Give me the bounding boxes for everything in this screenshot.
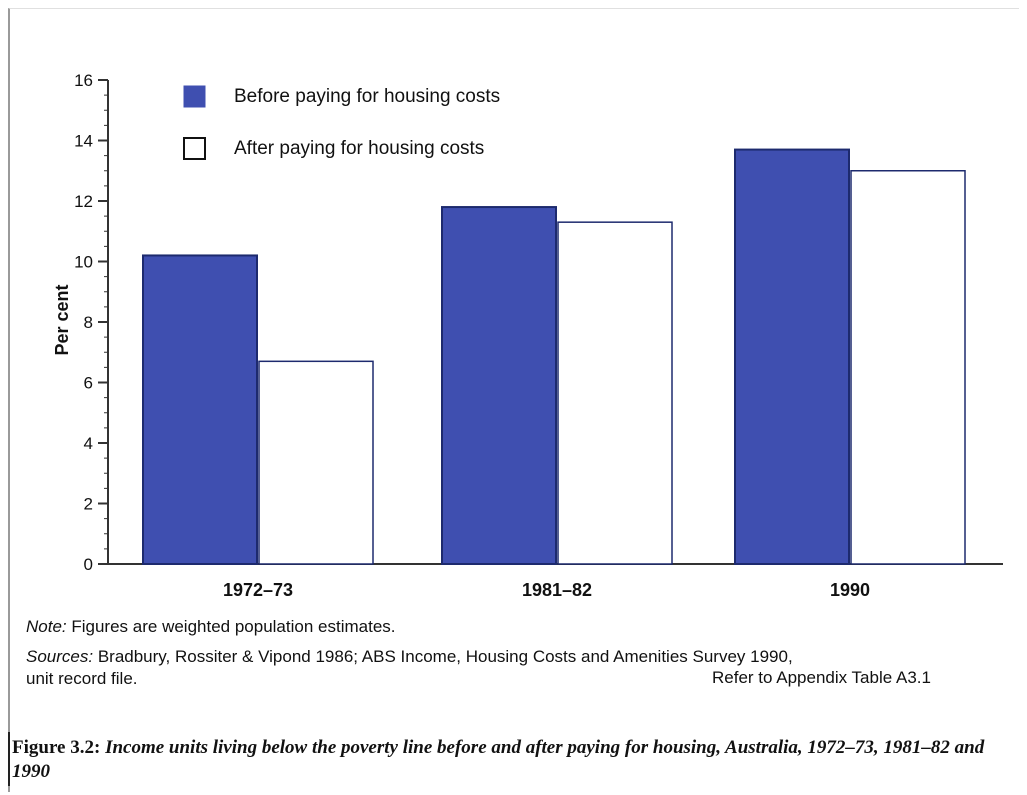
y-tick-label: 6 [84, 374, 93, 393]
y-tick-label: 12 [74, 192, 93, 211]
y-tick-label: 8 [84, 313, 93, 332]
x-tick-label: 1972–73 [223, 580, 293, 600]
bar-after-housing [850, 170, 966, 565]
y-tick-label: 14 [74, 132, 93, 151]
note-line: Note: Figures are weighted population es… [26, 616, 396, 637]
chart-bars [142, 148, 966, 566]
figure-label: Figure 3.2: [12, 737, 101, 758]
note-text: Figures are weighted population estimate… [66, 617, 396, 636]
bar-after-housing [557, 221, 673, 565]
y-tick-label: 16 [74, 71, 93, 90]
bar-after-housing [258, 360, 374, 565]
legend-label-before: Before paying for housing costs [234, 86, 500, 107]
figure-caption: Figure 3.2: Income units living below th… [12, 736, 1012, 784]
chart-legend: Before paying for housing costs After pay… [183, 85, 500, 160]
bar-before-housing [734, 148, 850, 565]
y-axis-label: Per cent [52, 284, 72, 355]
bar-before-housing [441, 206, 557, 566]
note-label: Note: [26, 617, 67, 636]
y-tick-label: 10 [74, 253, 93, 272]
x-tick-label: 1981–82 [522, 580, 592, 600]
y-tick-label: 4 [84, 434, 93, 453]
figure-panel [8, 8, 1019, 792]
sources-continuation: unit record file. [26, 669, 138, 688]
sources-text: Bradbury, Rossiter & Vipond 1986; ABS In… [93, 647, 793, 666]
legend-label-after: After paying for housing costs [234, 138, 484, 159]
caption-text: Income units living below the poverty li… [12, 737, 985, 782]
appendix-reference: Refer to Appendix Table A3.1 [712, 668, 931, 687]
sources-line: Sources: Bradbury, Rossiter & Vipond 198… [26, 646, 793, 667]
bar-before-housing [142, 254, 258, 565]
sources-label: Sources: [26, 647, 94, 666]
y-tick-label: 2 [84, 495, 93, 514]
legend-swatch-after [183, 137, 206, 160]
caption-rule [8, 732, 10, 786]
x-tick-label: 1990 [830, 580, 870, 600]
y-tick-label: 0 [84, 555, 93, 574]
legend-swatch-before [183, 85, 206, 108]
